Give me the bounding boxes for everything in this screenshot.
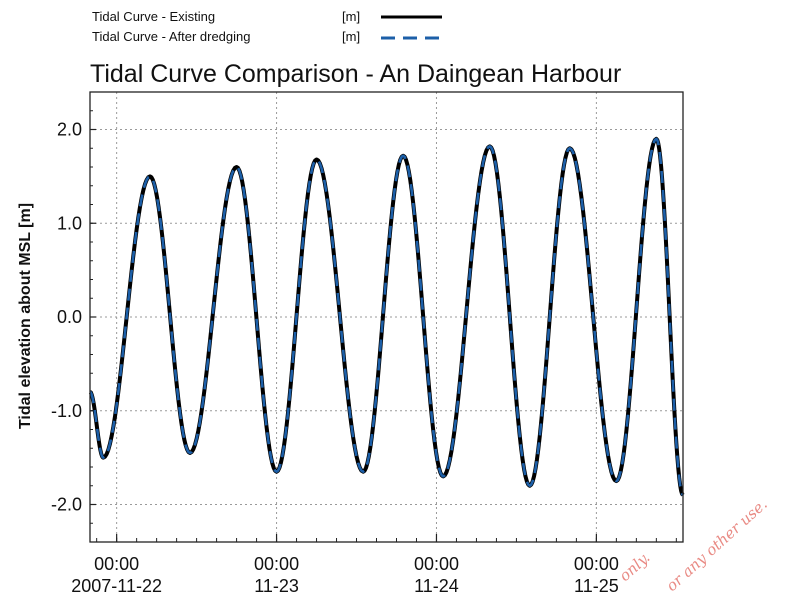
chart-title: Tidal Curve Comparison - An Daingean Har… <box>90 60 621 88</box>
legend-label-dredging: Tidal Curve - After dredging <box>92 29 250 44</box>
x-axis-ticks: 00:002007-11-2200:0011-2300:0011-2400:00… <box>71 534 677 596</box>
x-tick-time-label: 00:00 <box>414 554 459 574</box>
y-tick-label: 0.0 <box>57 307 82 327</box>
legend: Tidal Curve - Existing [m] Tidal Curve -… <box>92 9 442 44</box>
y-axis-ticks: 2.0 1.0 0.0 -1.0 -2.0 <box>51 91 96 543</box>
legend-unit-dredging: [m] <box>342 29 360 44</box>
series-line-after-dredging <box>89 137 684 496</box>
y-tick-label: -1.0 <box>51 401 82 421</box>
x-tick-time-label: 00:00 <box>254 554 299 574</box>
grid <box>90 92 683 542</box>
watermark: only. or any other use. <box>616 495 771 595</box>
legend-unit-existing: [m] <box>342 9 360 24</box>
legend-label-existing: Tidal Curve - Existing <box>92 9 215 24</box>
series-lines <box>88 136 685 497</box>
plot-frame <box>89 91 684 543</box>
x-tick-date-label: 11-25 <box>574 576 619 596</box>
watermark-line-2: or any other use. <box>663 495 771 595</box>
y-axis-label: Tidal elevation about MSL [m] <box>17 203 34 429</box>
y-tick-label: -2.0 <box>51 495 82 515</box>
x-tick-date-label: 11-24 <box>414 576 459 596</box>
x-tick-time-label: 00:00 <box>94 554 139 574</box>
y-tick-label: 2.0 <box>57 120 82 140</box>
y-tick-label: 1.0 <box>57 213 82 233</box>
x-tick-date-label: 2007-11-22 <box>71 576 162 596</box>
x-tick-time-label: 00:00 <box>574 554 619 574</box>
watermark-line-1: only. <box>616 548 654 585</box>
x-tick-date-label: 11-23 <box>254 576 299 596</box>
